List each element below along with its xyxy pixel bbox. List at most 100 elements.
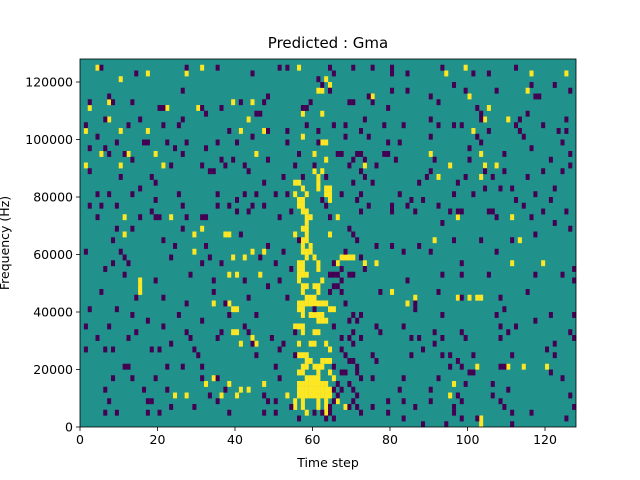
heatmap-cell-low xyxy=(510,237,515,244)
heatmap-cell-low xyxy=(188,271,193,278)
heatmap-cell-low xyxy=(339,335,344,341)
heatmap-cell-high xyxy=(250,248,255,255)
heatmap-cell-high xyxy=(231,306,236,313)
heatmap-cell-high xyxy=(258,271,263,278)
heatmap-cell-high xyxy=(87,105,92,111)
heatmap-cell-high xyxy=(297,271,302,278)
heatmap-cell-high xyxy=(304,248,309,255)
heatmap-cells xyxy=(83,64,577,428)
heatmap-cell-high xyxy=(83,128,88,134)
heatmap-cell-high xyxy=(304,300,309,307)
heatmap-cell-high xyxy=(308,386,313,393)
heatmap-cell-low xyxy=(273,260,278,267)
heatmap-cell-low xyxy=(184,214,189,221)
heatmap-cell-low xyxy=(506,329,511,336)
heatmap-cell-low xyxy=(525,174,530,180)
heatmap-cell-low xyxy=(483,185,488,192)
heatmap-cell-low xyxy=(289,404,294,410)
heatmap-cell-high xyxy=(444,70,449,77)
heatmap-cell-low xyxy=(397,386,402,393)
heatmap-cell-low xyxy=(486,70,491,77)
heatmap-cell-high xyxy=(506,116,511,123)
heatmap-cell-low xyxy=(351,271,356,278)
heatmap-cell-high xyxy=(316,283,321,290)
heatmap-cell-low xyxy=(126,122,131,129)
heatmap-cell-low xyxy=(548,312,553,318)
heatmap-cell-low xyxy=(359,409,364,416)
heatmap-cell-low xyxy=(207,168,212,175)
heatmap-cell-low xyxy=(564,208,569,215)
heatmap-cell-high xyxy=(320,110,325,117)
heatmap-cell-low xyxy=(405,70,410,77)
heatmap-cell-low xyxy=(285,294,290,301)
heatmap-cell-low xyxy=(521,202,526,209)
heatmap-cell-high xyxy=(304,225,309,232)
heatmap-cell-low xyxy=(455,358,460,364)
heatmap-cell-low xyxy=(87,99,92,106)
heatmap-cell-low xyxy=(362,174,367,180)
heatmap-cell-low xyxy=(568,329,573,336)
heatmap-cell-high xyxy=(471,128,476,134)
heatmap-cell-low xyxy=(479,110,484,117)
x-tick-label: 80 xyxy=(382,432,398,447)
heatmap-cell-low xyxy=(149,208,154,215)
heatmap-cell-high xyxy=(324,317,329,324)
heatmap-cell-low xyxy=(494,214,499,221)
heatmap-cell-low xyxy=(568,162,573,169)
heatmap-cell-high xyxy=(308,381,313,387)
heatmap-cell-low xyxy=(246,208,251,215)
heatmap-cell-high xyxy=(312,168,317,175)
heatmap-cell-low xyxy=(95,214,100,221)
heatmap-cell-high xyxy=(308,375,313,382)
heatmap-cell-low xyxy=(111,237,116,244)
heatmap-cell-high xyxy=(304,237,309,244)
heatmap-cell-low xyxy=(339,151,344,157)
heatmap-cell-low xyxy=(204,243,209,249)
heatmap-cell-low xyxy=(390,70,395,77)
heatmap-cell-high xyxy=(308,248,313,255)
heatmap-cell-low xyxy=(157,105,162,111)
heatmap-cell-low xyxy=(83,248,88,255)
heatmap-cell-high xyxy=(308,340,313,347)
heatmap-cell-high xyxy=(300,185,305,192)
heatmap-cell-low xyxy=(200,162,205,169)
heatmap-cell-low xyxy=(471,70,476,77)
heatmap-cell-low xyxy=(459,415,464,422)
heatmap-cell-low xyxy=(262,179,267,186)
heatmap-cell-high xyxy=(304,208,309,215)
heatmap-cell-low xyxy=(517,128,522,134)
heatmap-cell-low xyxy=(277,64,282,71)
heatmap-cell-low xyxy=(452,82,457,88)
heatmap-cell-high xyxy=(300,392,305,399)
heatmap-cell-low xyxy=(448,363,453,370)
heatmap-cell-high xyxy=(107,99,112,106)
heatmap-cell-high xyxy=(99,151,104,157)
heatmap-cell-low xyxy=(107,398,112,405)
heatmap-cell-high xyxy=(238,340,243,347)
heatmap-cell-high xyxy=(300,225,305,232)
heatmap-cell-low xyxy=(417,243,422,249)
heatmap-cell-low xyxy=(436,202,441,209)
heatmap-cell-low xyxy=(413,306,418,313)
heatmap-cell-low xyxy=(436,375,441,382)
heatmap-cell-high xyxy=(362,260,367,267)
heatmap-cell-low xyxy=(490,392,495,399)
heatmap-cell-high xyxy=(324,76,329,83)
heatmap-cell-low xyxy=(343,133,348,140)
heatmap-cell-low xyxy=(161,105,166,111)
heatmap-cell-low xyxy=(359,375,364,382)
heatmap-cell-low xyxy=(215,139,220,146)
heatmap-cell-high xyxy=(335,214,340,221)
heatmap-cell-low xyxy=(572,404,577,410)
heatmap-cell-high xyxy=(262,128,267,134)
heatmap-cell-low xyxy=(277,346,282,353)
heatmap-cell-low xyxy=(165,386,170,393)
heatmap-cell-low xyxy=(331,122,336,129)
heatmap-cell-high xyxy=(545,363,550,370)
heatmap-cell-high xyxy=(169,214,174,221)
heatmap-cell-low xyxy=(99,64,104,71)
heatmap-cell-low xyxy=(320,82,325,88)
heatmap-cell-low xyxy=(242,191,247,198)
heatmap-cell-low xyxy=(176,191,181,198)
heatmap-cell-high xyxy=(432,237,437,244)
